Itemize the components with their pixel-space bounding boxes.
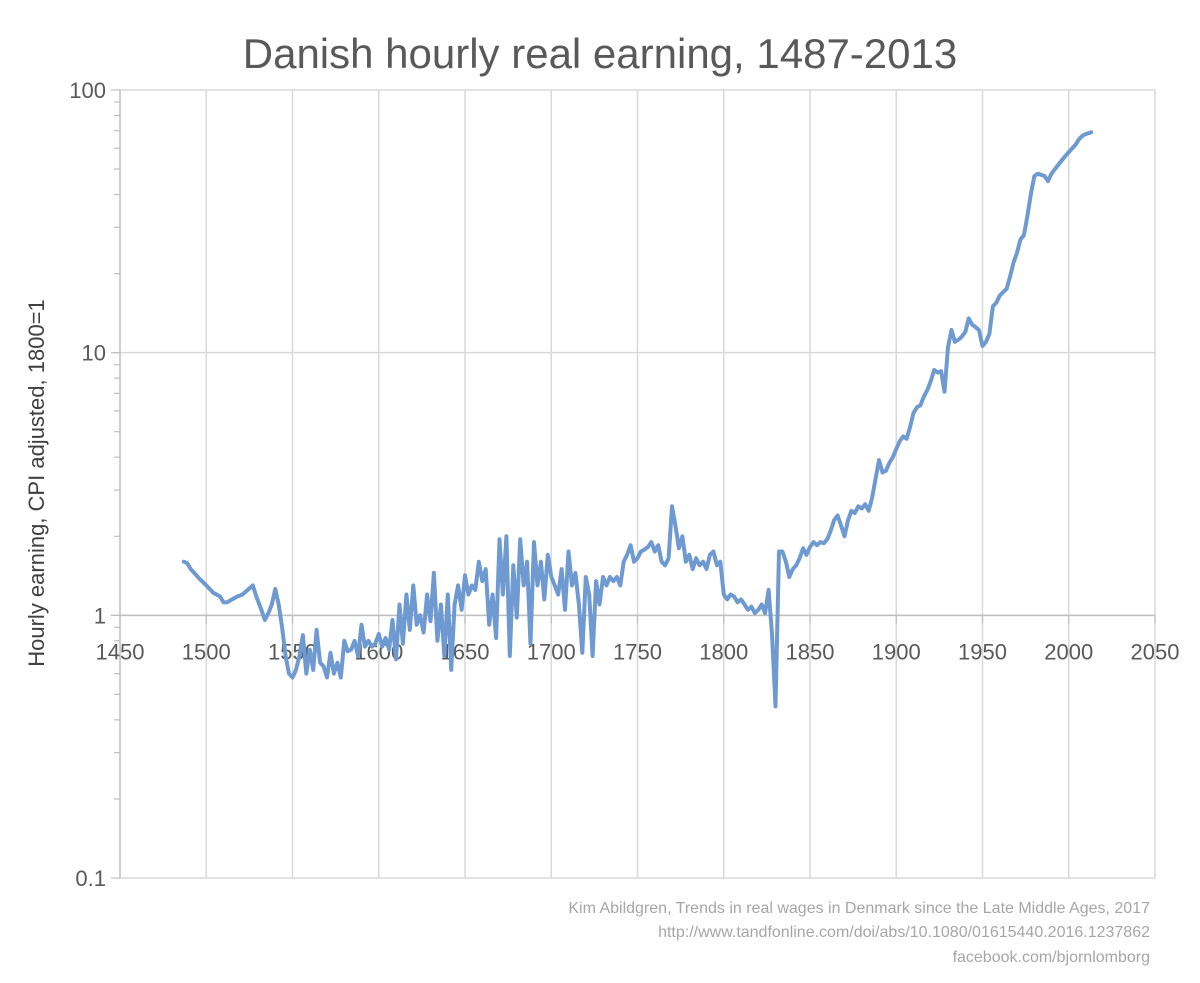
series	[181, 130, 1094, 709]
x-tick-label: 1750	[613, 639, 662, 664]
source-facebook: facebook.com/bjornlomborg	[953, 949, 1150, 966]
chart-title: Danish hourly real earning, 1487-2013	[243, 30, 957, 77]
y-tick-label: 10	[82, 341, 106, 366]
axes	[111, 89, 1156, 879]
y-tick-label: 1	[94, 603, 106, 628]
x-tick-label: 1850	[786, 639, 835, 664]
y-axis-label: Hourly earning, CPI adjusted, 1800=1	[24, 299, 49, 667]
x-tick-label: 1500	[182, 639, 231, 664]
x-tick-label: 1950	[958, 639, 1007, 664]
x-tick-label: 1450	[96, 639, 145, 664]
x-tick-label: 2050	[1131, 639, 1180, 664]
x-tick-label: 1700	[527, 639, 576, 664]
x-tick-label: 1800	[699, 639, 748, 664]
y-tick-label: 0.1	[75, 866, 106, 891]
x-tick-label: 1900	[872, 639, 921, 664]
x-tick-label: 2000	[1044, 639, 1093, 664]
source-url: http://www.tandfonline.com/doi/abs/10.10…	[658, 924, 1150, 941]
y-tick-label: 100	[69, 78, 106, 103]
source-citation: Kim Abildgren, Trends in real wages in D…	[568, 900, 1150, 917]
x-tick-label: 1650	[441, 639, 490, 664]
grid	[120, 89, 1156, 879]
series-line-0	[181, 130, 1094, 709]
